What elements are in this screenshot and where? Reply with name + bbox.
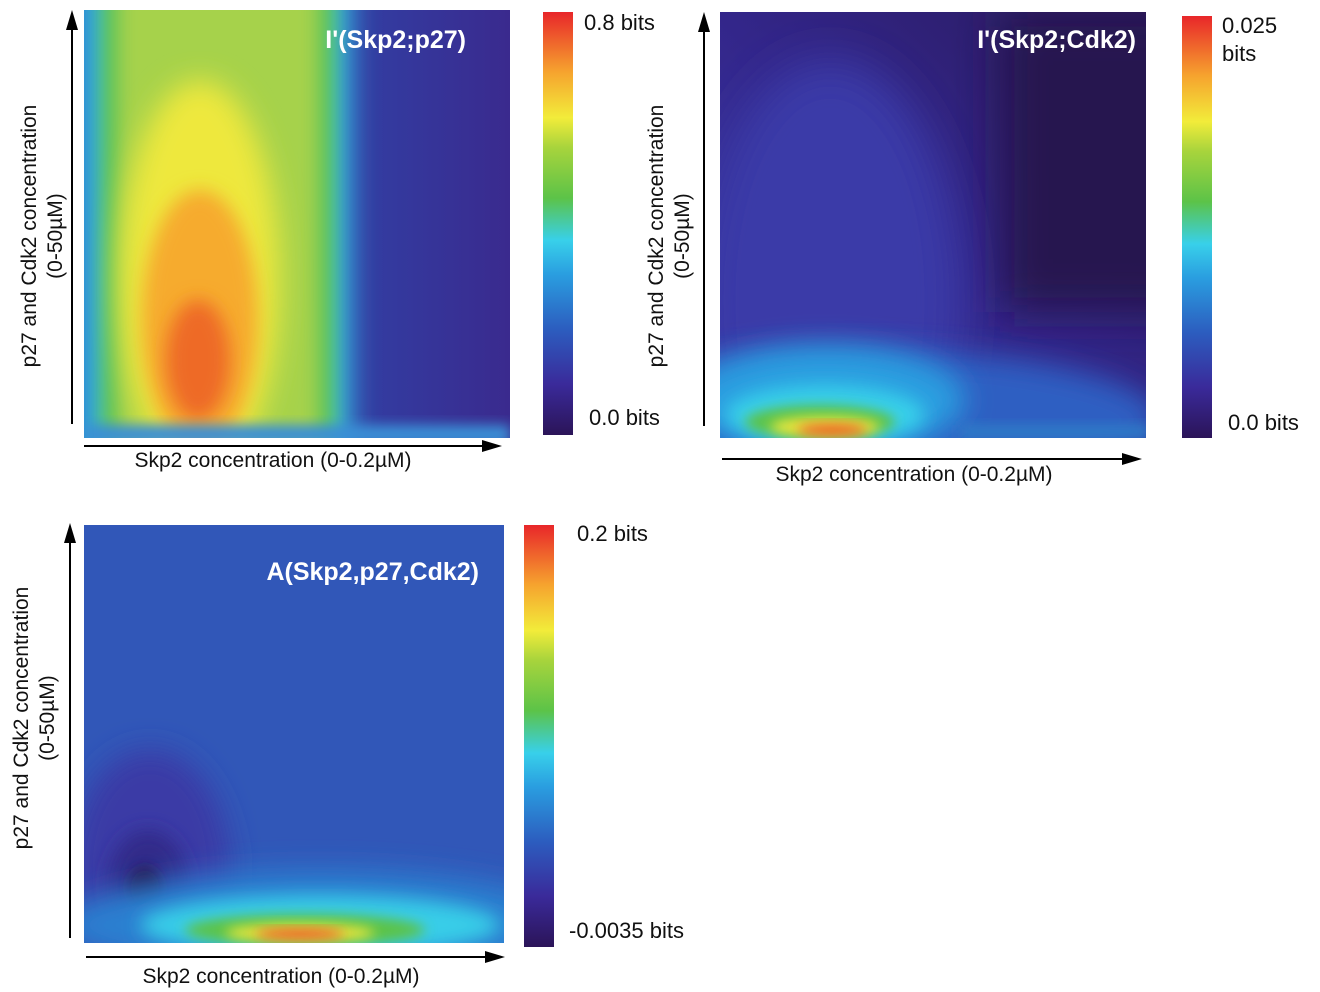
y-axis-arrowhead bbox=[66, 10, 78, 30]
x-axis-arrowhead bbox=[1122, 453, 1142, 465]
heatmap-skp2-p27 bbox=[84, 10, 510, 438]
y-axis-label-range: (0-50µM) bbox=[44, 193, 67, 279]
y-axis-label-group: p27 and Cdk2 concentration (0-50µM) bbox=[645, 105, 694, 368]
y-axis-arrowhead bbox=[698, 12, 710, 32]
colorbar-min-label: 0.0 bits bbox=[589, 405, 660, 430]
colorbar-skp2-p27-cdk2 bbox=[524, 525, 554, 947]
heatmap-skp2-cdk2 bbox=[720, 12, 1146, 438]
heatmap-title-skp2-p27: I'(Skp2;p27) bbox=[325, 26, 466, 54]
y-axis-label-group: p27 and Cdk2 concentration (0-50µM) bbox=[18, 105, 67, 368]
colorbar-max-label: 0.025 bbox=[1222, 13, 1277, 38]
y-axis-label: p27 and Cdk2 concentration bbox=[10, 587, 33, 850]
y-axis-label-range: (0-50µM) bbox=[36, 675, 59, 761]
heatmap-title-skp2-p27-cdk2: A(Skp2,p27,Cdk2) bbox=[266, 558, 479, 586]
colorbar-skp2-cdk2 bbox=[1182, 16, 1212, 438]
x-axis-arrowhead bbox=[485, 951, 505, 963]
x-axis-arrowhead bbox=[482, 440, 502, 452]
colorbar-max-label: 0.2 bits bbox=[577, 521, 648, 546]
y-axis-label: p27 and Cdk2 concentration bbox=[645, 105, 668, 368]
y-axis-label-group: p27 and Cdk2 concentration (0-50µM) bbox=[10, 587, 59, 850]
heatmap-panel-skp2-cdk2: I'(Skp2;Cdk2) Skp2 concentration (0-0.2µ… bbox=[645, 12, 1299, 486]
y-axis-label: p27 and Cdk2 concentration bbox=[18, 105, 41, 368]
colorbar-max-unit: bits bbox=[1222, 41, 1256, 66]
x-axis-label: Skp2 concentration (0-0.2µM) bbox=[775, 463, 1052, 486]
colorbar-skp2-p27 bbox=[543, 12, 573, 435]
colorbar-max-label: 0.8 bits bbox=[584, 10, 655, 35]
heatmap-skp2-p27-cdk2 bbox=[84, 525, 504, 943]
heatmap-title-skp2-cdk2: I'(Skp2;Cdk2) bbox=[977, 26, 1136, 54]
heatmap-panel-skp2-p27-cdk2: A(Skp2,p27,Cdk2) Skp2 concentration (0-0… bbox=[10, 521, 684, 988]
x-axis-label: Skp2 concentration (0-0.2µM) bbox=[134, 449, 411, 472]
y-axis-arrowhead bbox=[64, 523, 76, 543]
colorbar-min-label: -0.0035 bits bbox=[569, 918, 684, 943]
y-axis-label-range: (0-50µM) bbox=[671, 193, 694, 279]
heatmap-panel-skp2-p27: I'(Skp2;p27) Skp2 concentration (0-0.2µM… bbox=[18, 10, 660, 472]
x-axis-label: Skp2 concentration (0-0.2µM) bbox=[142, 965, 419, 988]
colorbar-min-label: 0.0 bits bbox=[1228, 410, 1299, 435]
